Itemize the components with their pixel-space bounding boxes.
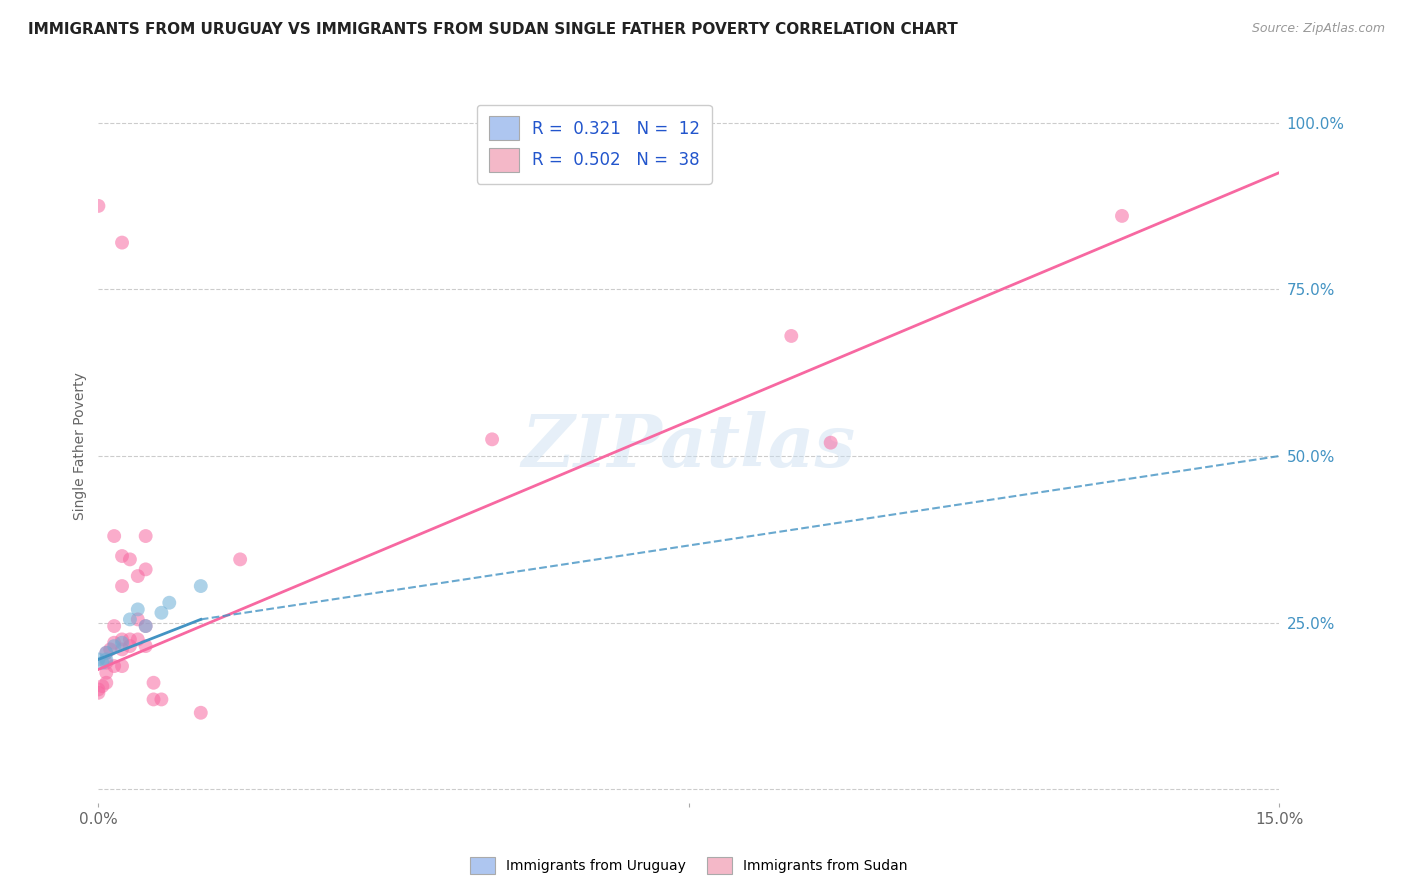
Point — [87, 686, 110, 700]
Point — [135, 562, 157, 576]
Text: IMMIGRANTS FROM URUGUAY VS IMMIGRANTS FROM SUDAN SINGLE FATHER POVERTY CORRELATI: IMMIGRANTS FROM URUGUAY VS IMMIGRANTS FR… — [28, 22, 957, 37]
Point — [96, 675, 118, 690]
Point — [96, 665, 118, 680]
Point — [127, 632, 149, 647]
Point — [96, 656, 118, 670]
Point — [111, 579, 134, 593]
Point — [98, 642, 121, 657]
Point — [127, 569, 149, 583]
Y-axis label: Single Father Poverty: Single Father Poverty — [73, 372, 87, 520]
Legend: R =  0.321   N =  12, R =  0.502   N =  38: R = 0.321 N = 12, R = 0.502 N = 38 — [477, 104, 711, 184]
Point — [190, 579, 212, 593]
Point — [96, 646, 118, 660]
Point — [103, 639, 125, 653]
Point — [142, 675, 165, 690]
Legend: Immigrants from Uruguay, Immigrants from Sudan: Immigrants from Uruguay, Immigrants from… — [464, 850, 914, 880]
Text: ZIPatlas: ZIPatlas — [522, 410, 856, 482]
Point — [103, 659, 125, 673]
Point — [135, 619, 157, 633]
Point — [111, 642, 134, 657]
Point — [142, 692, 165, 706]
Point — [111, 549, 134, 563]
Point — [190, 706, 212, 720]
Point — [118, 612, 141, 626]
Point — [820, 435, 842, 450]
Point — [157, 596, 180, 610]
Point — [127, 602, 149, 616]
Point — [127, 612, 149, 626]
Point — [87, 682, 110, 697]
Point — [111, 636, 134, 650]
Point — [135, 529, 157, 543]
Point — [103, 529, 125, 543]
Point — [135, 639, 157, 653]
Point — [1111, 209, 1133, 223]
Point — [96, 646, 118, 660]
Point — [135, 619, 157, 633]
Point — [780, 329, 803, 343]
Point — [111, 659, 134, 673]
Point — [103, 619, 125, 633]
Point — [481, 433, 503, 447]
Point — [111, 632, 134, 647]
Point — [150, 606, 173, 620]
Text: Source: ZipAtlas.com: Source: ZipAtlas.com — [1251, 22, 1385, 36]
Point — [118, 639, 141, 653]
Point — [150, 692, 173, 706]
Point — [87, 652, 110, 666]
Point — [118, 552, 141, 566]
Point — [91, 656, 114, 670]
Point — [118, 632, 141, 647]
Point — [229, 552, 252, 566]
Point — [103, 636, 125, 650]
Point — [87, 199, 110, 213]
Point — [111, 235, 134, 250]
Point — [96, 652, 118, 666]
Point — [91, 679, 114, 693]
